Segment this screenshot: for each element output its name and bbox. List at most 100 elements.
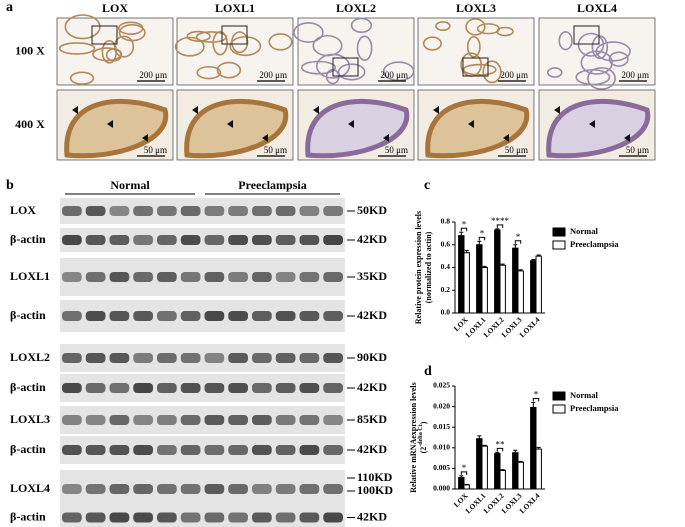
y-tick-label: 0.015 xyxy=(433,422,450,431)
band xyxy=(228,311,248,321)
band xyxy=(275,311,296,321)
band xyxy=(299,415,320,425)
villus xyxy=(465,18,486,36)
micrograph: 200 μm xyxy=(293,17,415,86)
blot xyxy=(60,470,345,508)
significance-label: ** xyxy=(496,439,506,449)
band xyxy=(204,353,225,363)
size-label: 85KD xyxy=(357,412,387,426)
band xyxy=(275,206,296,216)
band xyxy=(62,512,82,523)
arrow xyxy=(433,106,439,114)
band xyxy=(109,311,130,321)
arrow xyxy=(589,120,595,128)
y-tick-label: 0.025 xyxy=(433,381,450,390)
band xyxy=(157,272,177,282)
micrograph: 200 μm xyxy=(174,17,294,86)
blot xyxy=(60,228,345,252)
legend-swatch xyxy=(552,240,566,250)
band xyxy=(180,272,201,282)
y-label-part: (2 xyxy=(419,447,428,454)
band xyxy=(252,383,272,393)
significance-bracket xyxy=(514,240,522,244)
band xyxy=(228,353,248,363)
blot xyxy=(60,374,345,402)
bar xyxy=(530,406,537,490)
arrow xyxy=(503,134,509,142)
band xyxy=(109,415,130,425)
band xyxy=(62,415,82,425)
y-tick-label: 0.005 xyxy=(433,463,450,472)
arrow xyxy=(554,106,560,114)
band xyxy=(323,206,343,216)
arrow xyxy=(468,120,474,128)
band xyxy=(157,415,177,425)
band xyxy=(275,512,296,523)
size-label: 100KD xyxy=(357,483,393,497)
arrow xyxy=(313,106,319,114)
micrograph: 200 μm xyxy=(56,14,174,86)
band xyxy=(85,272,106,282)
villus xyxy=(546,67,563,78)
blot-label: LOXL1 xyxy=(10,269,50,283)
villus xyxy=(300,60,337,75)
band xyxy=(157,484,177,494)
band xyxy=(109,445,130,455)
villus xyxy=(64,14,101,40)
band xyxy=(323,415,343,425)
significance-label: * xyxy=(462,219,467,229)
villus xyxy=(482,60,502,84)
significance-bracket xyxy=(460,471,468,475)
y-label-part: Relative protein expression levels xyxy=(414,211,423,324)
significance-label: * xyxy=(462,463,467,473)
band xyxy=(157,445,177,455)
y-tick-label: 0.0 xyxy=(441,308,451,317)
band xyxy=(62,272,82,282)
blot-label: β-actin xyxy=(10,509,46,523)
panel-label: b xyxy=(6,178,14,193)
blot xyxy=(60,300,345,332)
legend-swatch xyxy=(552,404,566,414)
band xyxy=(228,415,248,425)
villus-section xyxy=(425,98,530,159)
column-header: LOX xyxy=(102,1,128,15)
blot xyxy=(60,406,345,434)
band xyxy=(109,512,130,523)
size-label: 50KD xyxy=(357,203,387,217)
villus xyxy=(212,31,228,56)
blot-label: LOXL4 xyxy=(10,481,50,495)
band xyxy=(252,484,272,494)
significance-bracket xyxy=(532,397,540,402)
villus xyxy=(229,36,262,57)
bar xyxy=(530,260,537,314)
significance-bracket xyxy=(496,224,504,228)
bar xyxy=(481,267,488,314)
scale-label: 200 μm xyxy=(500,70,528,80)
arrow xyxy=(227,120,233,128)
zoom-box xyxy=(221,25,248,45)
band xyxy=(252,353,272,363)
band xyxy=(85,311,106,321)
significance-label: **** xyxy=(491,216,510,226)
band xyxy=(323,445,343,455)
band xyxy=(85,383,106,393)
scale-label: 200 μm xyxy=(259,70,287,80)
band xyxy=(133,445,153,455)
band xyxy=(228,383,248,393)
y-tick-label: 0.020 xyxy=(433,401,450,410)
band xyxy=(252,445,272,455)
villus xyxy=(69,71,95,85)
row-label: 100 X xyxy=(15,43,45,57)
band xyxy=(275,415,296,425)
villus xyxy=(591,35,609,60)
villus-section xyxy=(305,98,410,159)
bar xyxy=(499,469,506,490)
bar xyxy=(458,235,465,314)
arrow xyxy=(192,106,198,114)
band xyxy=(323,353,343,363)
y-tick-label: 0.6 xyxy=(441,239,451,248)
band xyxy=(157,353,177,363)
villus xyxy=(577,32,605,57)
x-tick-label: LOXL4 xyxy=(518,491,542,515)
